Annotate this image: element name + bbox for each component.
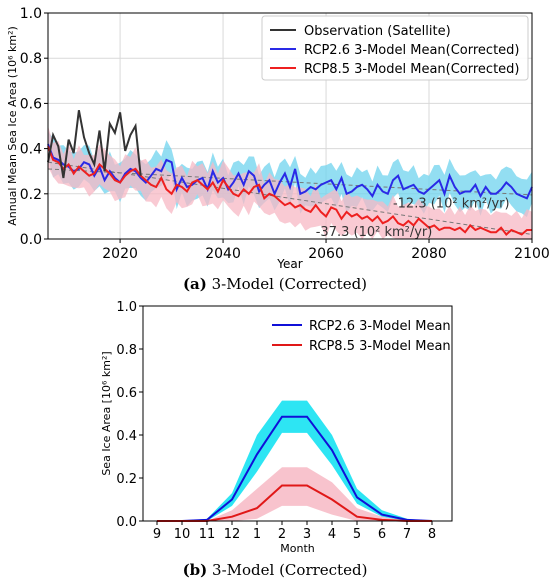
y-axis-label: Annual Mean Sea Ice Area (10⁶ km²) <box>6 26 19 226</box>
series-band-rcp26 <box>157 400 432 521</box>
x-tick-label: 5 <box>353 527 361 542</box>
x-tick-label: 2060 <box>308 246 344 262</box>
x-tick-label: 11 <box>199 527 216 542</box>
y-tick-label: 0.0 <box>116 515 137 530</box>
legend-box <box>261 15 529 81</box>
y-tick-label: 0.2 <box>20 187 42 203</box>
x-tick-label: 6 <box>378 527 386 542</box>
series-line-rcp85 <box>47 145 532 236</box>
y-tick-label: 0.8 <box>116 343 137 358</box>
x-tick-label: 3 <box>303 527 311 542</box>
legend-label: RCP2.6 3-Model Mean <box>309 319 451 334</box>
x-tick-label: 1 <box>253 527 261 542</box>
y-tick-label: 0.8 <box>20 51 42 67</box>
caption-a-text: 3-Model (Corrected) <box>206 275 368 293</box>
y-tick-label: 0.6 <box>20 96 42 112</box>
y-tick-label: 0.0 <box>20 232 42 248</box>
plot-frame <box>47 12 533 240</box>
legend-label: RCP8.5 3-Model Mean(Corrected) <box>304 62 520 77</box>
x-tick-label: 7 <box>403 527 411 542</box>
caption-b-label: (b) <box>182 561 208 579</box>
legend-label: RCP8.5 3-Model Mean <box>309 339 451 354</box>
plot-frame <box>142 305 453 522</box>
series-band-rcp85 <box>157 467 432 521</box>
caption-b-text: 3-Model (Corrected) <box>207 561 368 579</box>
y-tick-label: 0.6 <box>116 386 137 401</box>
x-tick-label: 2040 <box>205 246 241 262</box>
y-tick-label: 1.0 <box>20 6 42 22</box>
x-tick-label: 10 <box>174 527 191 542</box>
x-tick-label: 4 <box>328 527 336 542</box>
trend-label-rcp26: -12.3 (10² km²/yr) <box>393 196 510 211</box>
x-tick-label: 2100 <box>514 246 550 262</box>
x-tick-label: 2 <box>278 527 286 542</box>
trend-label-rcp85: -37.3 (10² km²/yr) <box>316 225 433 240</box>
x-tick-label: 2020 <box>102 246 138 262</box>
chart-b: 9 10 11 12 1 2 3 4 5 6 7 80.00.20.40.60.81.0MonthSe… <box>100 300 453 555</box>
y-tick-label: 0.4 <box>116 429 137 444</box>
caption-a: (a) 3-Model (Corrected) <box>0 275 550 293</box>
series-band-rcp85 <box>48 125 532 239</box>
caption-b: (b) 3-Model (Corrected) <box>0 561 550 579</box>
x-tick-label: 9 <box>153 527 161 542</box>
chart-a: -12.3 (10² km²/yr) -37.3 (10² km²/yr) 2020… <box>6 6 550 271</box>
x-axis-label: Year <box>276 257 302 271</box>
x-axis-label: Month <box>280 542 315 555</box>
x-tick-label: 8 <box>428 527 436 542</box>
y-axis-label: Sea Ice Area [10⁶ km²] <box>100 351 113 475</box>
legend-label: Observation (Satellite) <box>304 24 451 39</box>
trend-line-rcp85 <box>47 161 533 235</box>
caption-a-label: (a) <box>182 275 207 293</box>
legend-label: RCP2.6 3-Model Mean(Corrected) <box>304 43 520 58</box>
series-band-rcp26 <box>48 131 532 218</box>
y-tick-label: 0.2 <box>116 472 137 487</box>
x-tick-label: 2080 <box>411 246 447 262</box>
y-tick-label: 1.0 <box>116 300 137 315</box>
y-tick-label: 0.4 <box>20 142 42 158</box>
series-line-rcp26 <box>47 143 533 200</box>
series-line-observation <box>47 110 142 179</box>
x-tick-label: 12 <box>224 527 241 542</box>
